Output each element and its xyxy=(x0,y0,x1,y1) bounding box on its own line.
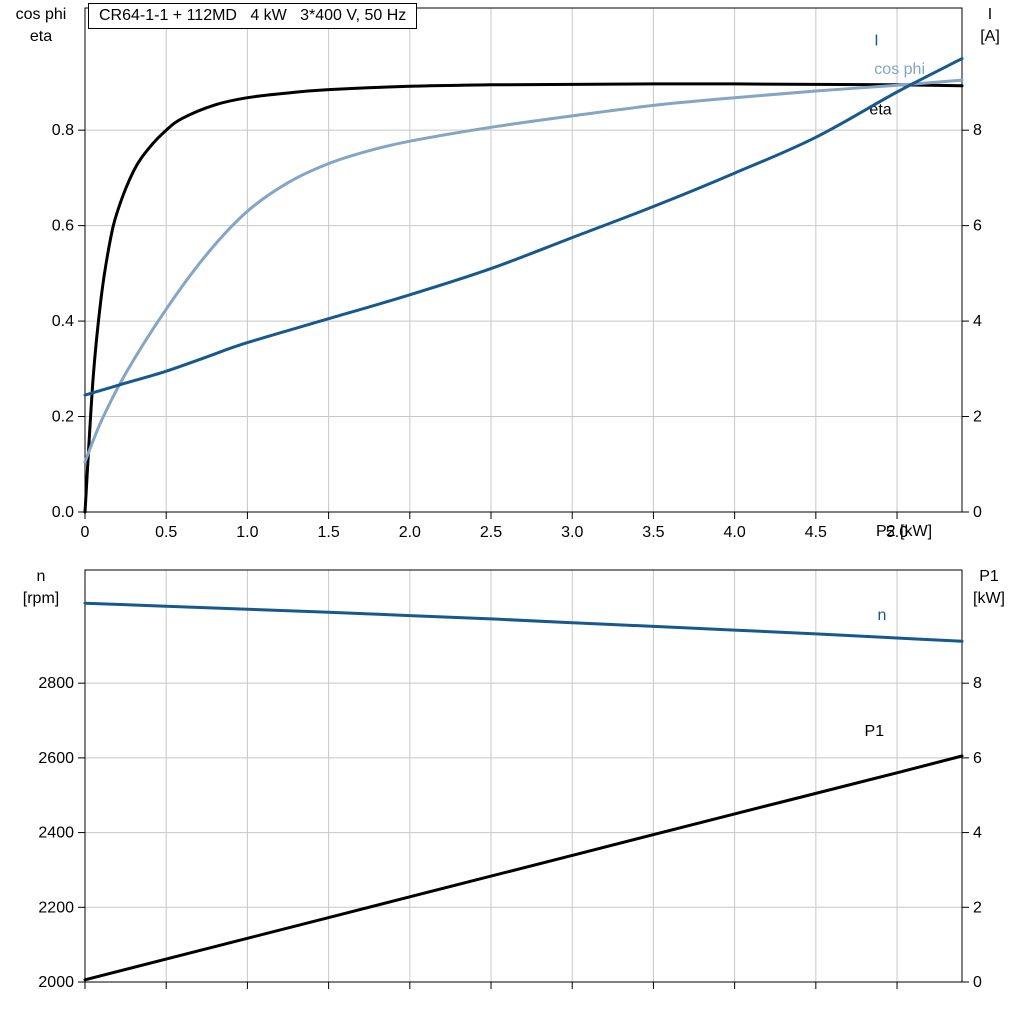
right-axis-title-line1: I xyxy=(987,6,993,23)
bottom-chart-left-axis-title: n [rpm] xyxy=(2,566,80,610)
curve-label-n: n xyxy=(878,607,887,624)
x-tick-label: 1.5 xyxy=(317,524,339,541)
top-chart-right-axis-title: I [A] xyxy=(960,4,1020,48)
chart-2: 2000 2200 2400 2600 2800 0 2 4 6 8 n P1 xyxy=(38,569,982,991)
curve-label-p1: P1 xyxy=(865,723,885,740)
y-tick-label-left: 2200 xyxy=(38,899,74,916)
curve-i xyxy=(83,57,964,397)
x-tick-label: 0 xyxy=(81,524,90,541)
top-chart-x-axis-title: P2 [kW] xyxy=(876,523,933,540)
y-tick-label-left: 2800 xyxy=(38,675,74,692)
curve-cos-phi xyxy=(83,78,964,464)
top-chart-left-axis-title: cos phi eta xyxy=(2,4,80,48)
right-axis-title-line2: [A] xyxy=(980,28,1000,45)
x-tick-label: 3.0 xyxy=(561,524,583,541)
y-tick-label-right: 2 xyxy=(973,409,982,426)
left-axis-title-line2: eta xyxy=(29,28,53,45)
x-tick-label: 2.5 xyxy=(480,524,502,541)
curve-label-cos-phi: cos phi xyxy=(874,61,925,78)
x-tick-label: 5.0 xyxy=(886,524,908,541)
left-axis-title-line1: n xyxy=(36,568,46,585)
y-tick-label-right: 2 xyxy=(973,899,982,916)
curve-p1 xyxy=(83,754,964,982)
y-tick-label-right: 6 xyxy=(973,750,982,767)
bottom-chart-right-axis-title: P1 [kW] xyxy=(958,566,1020,610)
y-tick-label-left: 0.2 xyxy=(52,409,74,426)
y-tick-label-left: 0.0 xyxy=(52,504,74,521)
x-tick-label: 0.5 xyxy=(155,524,177,541)
y-tick-label-right: 0 xyxy=(973,974,982,991)
y-tick-label-right: 0 xyxy=(973,504,982,521)
curve-eta xyxy=(83,82,964,514)
plot-border xyxy=(84,7,963,513)
y-tick-label-right: 4 xyxy=(973,825,982,842)
plot-border xyxy=(84,569,963,983)
x-tick-label: 4.5 xyxy=(805,524,827,541)
y-tick-label-right: 8 xyxy=(973,122,982,139)
x-tick-label: 3.5 xyxy=(642,524,664,541)
y-tick-label-right: 8 xyxy=(973,675,982,692)
curve-n xyxy=(83,601,964,643)
y-tick-label-left: 0.4 xyxy=(52,313,74,330)
left-axis-title-line1: cos phi xyxy=(15,6,67,23)
y-tick-label-left: 2600 xyxy=(38,750,74,767)
y-tick-label-left: 2000 xyxy=(38,974,74,991)
curve-label-i: I xyxy=(874,33,878,50)
chart-title-box: CR64-1-1 + 112MD 4 kW 3*400 V, 50 Hz xyxy=(88,3,418,29)
x-tick-label: 4.0 xyxy=(724,524,746,541)
chart-1: 0 0.5 1.0 1.5 2.0 2.5 3.0 3.5 4.0 4.5 5.0 0.0 0.2 0.4… xyxy=(52,7,982,541)
right-axis-title-line1: P1 xyxy=(979,568,999,585)
y-tick-label-left: 2400 xyxy=(38,825,74,842)
left-axis-title-line2: [rpm] xyxy=(22,590,60,607)
x-tick-label: 1.0 xyxy=(236,524,258,541)
right-axis-title-line2: [kW] xyxy=(973,590,1005,607)
y-tick-label-left: 0.8 xyxy=(52,122,74,139)
y-tick-label-left: 0.6 xyxy=(52,218,74,235)
x-tick-label: 2.0 xyxy=(399,524,421,541)
y-tick-label-right: 6 xyxy=(973,218,982,235)
y-tick-label-right: 4 xyxy=(973,313,982,330)
